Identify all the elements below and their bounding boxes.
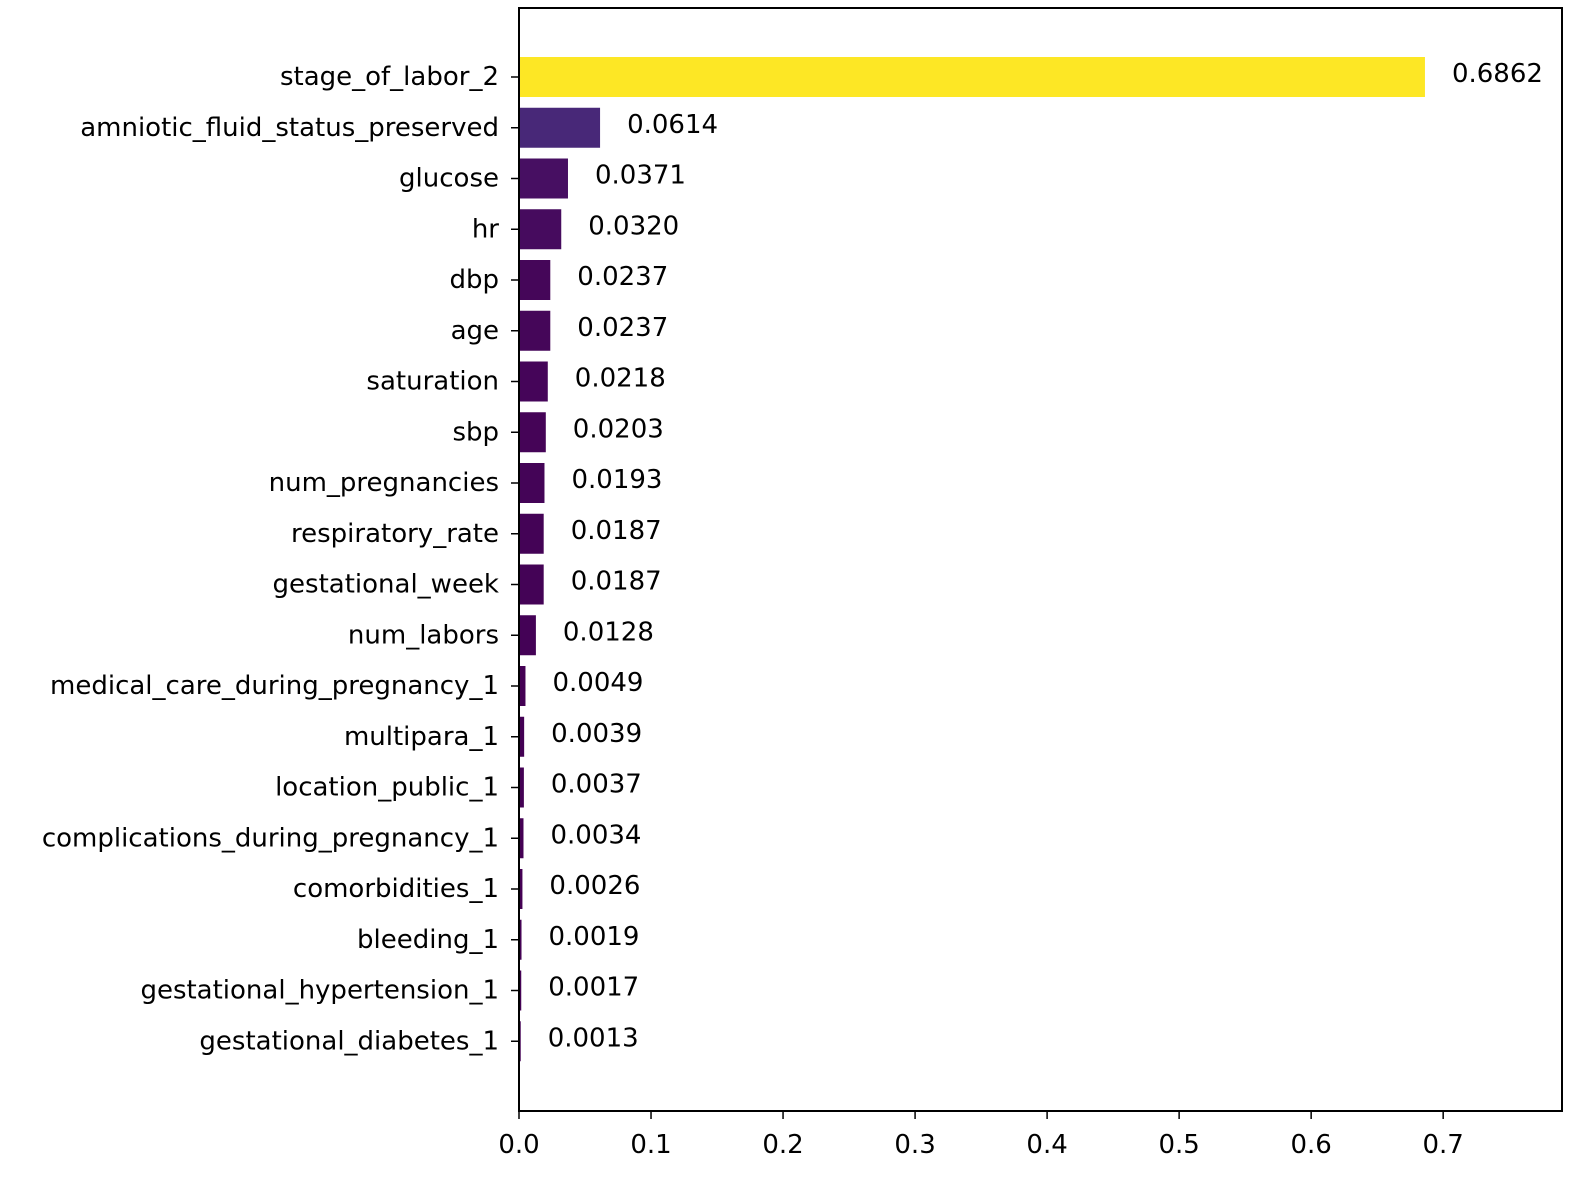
bar-complications_during_pregnancy_1 — [519, 818, 524, 859]
bar-comorbidities_1 — [519, 869, 523, 909]
category-label: gestational_diabetes_1 — [199, 1026, 499, 1056]
bars-group — [519, 57, 1425, 1062]
value-label: 0.0026 — [549, 871, 640, 901]
category-label: dbp — [449, 265, 499, 295]
value-label: 0.0237 — [577, 262, 668, 292]
value-label: 0.0187 — [571, 567, 662, 597]
category-label: gestational_week — [273, 570, 499, 600]
bar-glucose — [519, 158, 568, 199]
category-label: gestational_hypertension_1 — [140, 976, 499, 1006]
category-label: saturation — [366, 367, 499, 397]
value-label: 0.0034 — [550, 820, 641, 850]
value-label: 0.0187 — [571, 516, 662, 546]
bar-saturation — [519, 361, 548, 402]
category-label: medical_care_during_pregnancy_1 — [50, 671, 499, 701]
bar-bleeding_1 — [519, 919, 522, 960]
bar-location_public_1 — [519, 767, 524, 808]
bar-amniotic_fluid_status_preserved — [519, 107, 601, 148]
category-label: num_labors — [348, 620, 499, 650]
category-label: amniotic_fluid_status_preserved — [80, 113, 499, 143]
category-label: multipara_1 — [344, 722, 499, 752]
value-label: 0.0203 — [573, 414, 664, 444]
category-label: stage_of_labor_2 — [280, 62, 499, 92]
bar-medical_care_during_pregnancy_1 — [519, 666, 526, 706]
category-label: bleeding_1 — [357, 925, 499, 955]
bar-num_pregnancies — [519, 463, 545, 503]
x-tick-label: 0.1 — [630, 1130, 671, 1160]
category-label: num_pregnancies — [269, 468, 499, 498]
bar-gestational_hypertension_1 — [519, 970, 522, 1011]
category-label: location_public_1 — [275, 773, 499, 803]
value-labels-group: 0.6862 0.0614 0.0371 0.0320 0.0237 0.0237 0.02… — [548, 59, 1543, 1053]
x-tick-label: 0.6 — [1290, 1130, 1331, 1160]
category-label: age — [451, 316, 499, 346]
bar-hr — [519, 209, 562, 250]
value-label: 0.0049 — [552, 668, 643, 698]
value-label: 0.0013 — [548, 1023, 639, 1053]
bar-multipara_1 — [519, 716, 525, 757]
value-label: 0.0320 — [588, 211, 679, 241]
bar-respiratory_rate — [519, 513, 544, 554]
value-label: 0.0039 — [551, 719, 642, 749]
value-label: 0.0017 — [548, 973, 639, 1003]
value-label: 0.0193 — [571, 465, 662, 495]
category-label: comorbidities_1 — [293, 874, 499, 904]
x-axis-ticks-group: 0.0 0.1 0.2 0.3 0.4 0.5 0.6 0.7 — [498, 1111, 1464, 1160]
x-tick-label: 0.0 — [498, 1130, 539, 1160]
value-label: 0.0371 — [595, 161, 686, 191]
category-label: sbp — [452, 417, 499, 447]
category-label: respiratory_rate — [291, 519, 499, 549]
x-tick-label: 0.5 — [1158, 1130, 1199, 1160]
value-label: 0.0037 — [551, 770, 642, 800]
value-label: 0.0237 — [577, 313, 668, 343]
bar-age — [519, 310, 551, 351]
value-label: 0.6862 — [1452, 59, 1543, 89]
bar-sbp — [519, 412, 546, 453]
x-tick-label: 0.4 — [1026, 1130, 1067, 1160]
bar-gestational_week — [519, 564, 544, 605]
y-tick-marks-group — [511, 76, 519, 1042]
bar-dbp — [519, 260, 551, 300]
plot-frame — [518, 7, 1563, 1112]
x-tick-label: 0.3 — [894, 1130, 935, 1160]
category-label: complications_during_pregnancy_1 — [42, 823, 499, 853]
category-labels-group: stage_of_labor_2 amniotic_fluid_status_pr… — [42, 62, 499, 1056]
bar-stage_of_labor_2 — [519, 57, 1425, 97]
value-label: 0.0019 — [549, 922, 640, 952]
category-label: hr — [472, 214, 499, 244]
bar-num_labors — [519, 615, 536, 656]
x-tick-label: 0.7 — [1422, 1130, 1463, 1160]
value-label: 0.0218 — [575, 364, 666, 394]
category-label: glucose — [399, 164, 499, 194]
x-tick-label: 0.2 — [762, 1130, 803, 1160]
value-label: 0.0128 — [563, 617, 654, 647]
value-label: 0.0614 — [627, 110, 718, 140]
